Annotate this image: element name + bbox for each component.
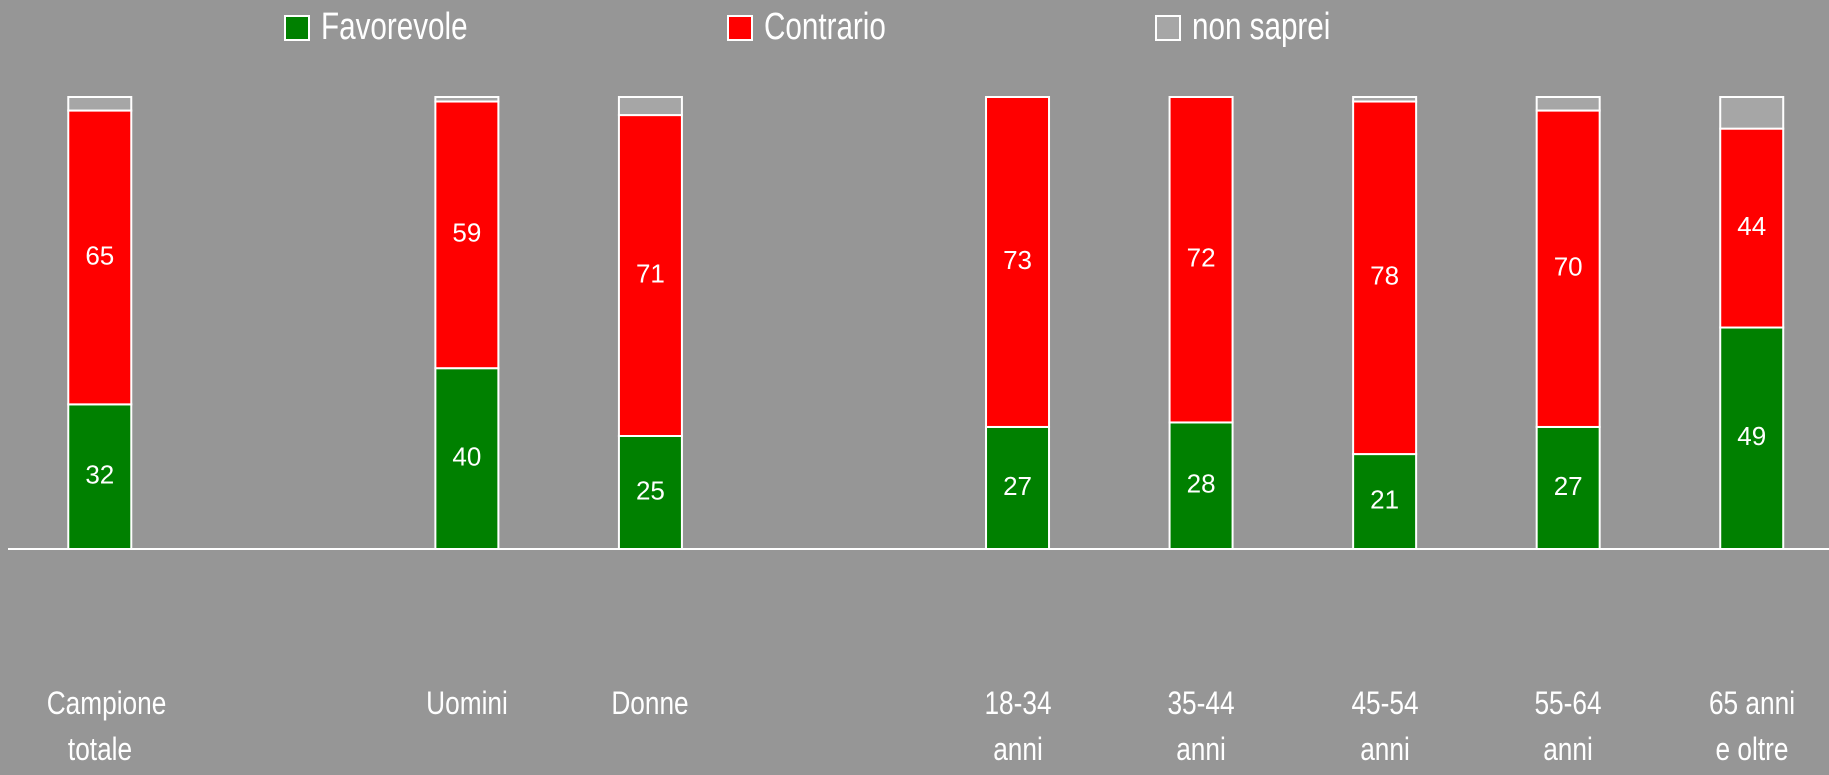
data-label: 25 [636, 475, 665, 505]
legend-label: non saprei [1192, 6, 1330, 48]
x-tick-label: Campione totale [46, 685, 167, 767]
data-label: 59 [452, 218, 481, 248]
bar-segment [1719, 96, 1785, 130]
data-label: 28 [1187, 469, 1216, 499]
data-label: 27 [1003, 471, 1032, 501]
legend-swatch [1155, 15, 1181, 41]
x-tick-label: 35-44 anni [1167, 685, 1235, 767]
x-tick-label: Uomini [426, 685, 508, 721]
data-label: 72 [1187, 243, 1216, 273]
data-label: 21 [1370, 484, 1399, 514]
bar-segment [1352, 453, 1418, 550]
data-label: 71 [636, 258, 665, 288]
data-label: 78 [1370, 261, 1399, 291]
bar-segment [434, 100, 500, 370]
x-tick-label: Donne [611, 685, 690, 721]
bar-segment [1352, 100, 1418, 456]
data-label: 32 [85, 460, 114, 490]
legend-label: Contrario [764, 6, 886, 48]
x-tick-label: 55-64 anni [1534, 685, 1602, 767]
bar-segment [985, 96, 1051, 428]
x-tick-label: 18-34 anni [983, 685, 1052, 767]
data-label: 65 [85, 240, 114, 270]
bar-segment [1168, 96, 1234, 424]
bar-segment [617, 96, 683, 117]
x-tick-label: 65 anni e oltre [1708, 685, 1795, 767]
x-tick-label: 45-54 anni [1351, 685, 1419, 767]
data-label: 44 [1737, 211, 1766, 241]
bar-segment [67, 403, 133, 550]
bar-segment [67, 109, 133, 406]
data-label: 49 [1737, 421, 1766, 451]
bar-segment [1719, 127, 1785, 329]
bar-segment [434, 96, 500, 103]
data-label: 70 [1554, 252, 1583, 282]
data-label: 40 [452, 441, 481, 471]
data-label: 27 [1554, 471, 1583, 501]
bar-segment [1352, 96, 1418, 103]
legend-swatch [284, 15, 310, 41]
bar-segment [67, 96, 133, 112]
data-label: 73 [1003, 245, 1032, 275]
legend-label: Favorevole [321, 6, 468, 48]
legend-swatch [727, 15, 753, 41]
bar-segment [617, 114, 683, 438]
bar-segment [1535, 96, 1601, 112]
